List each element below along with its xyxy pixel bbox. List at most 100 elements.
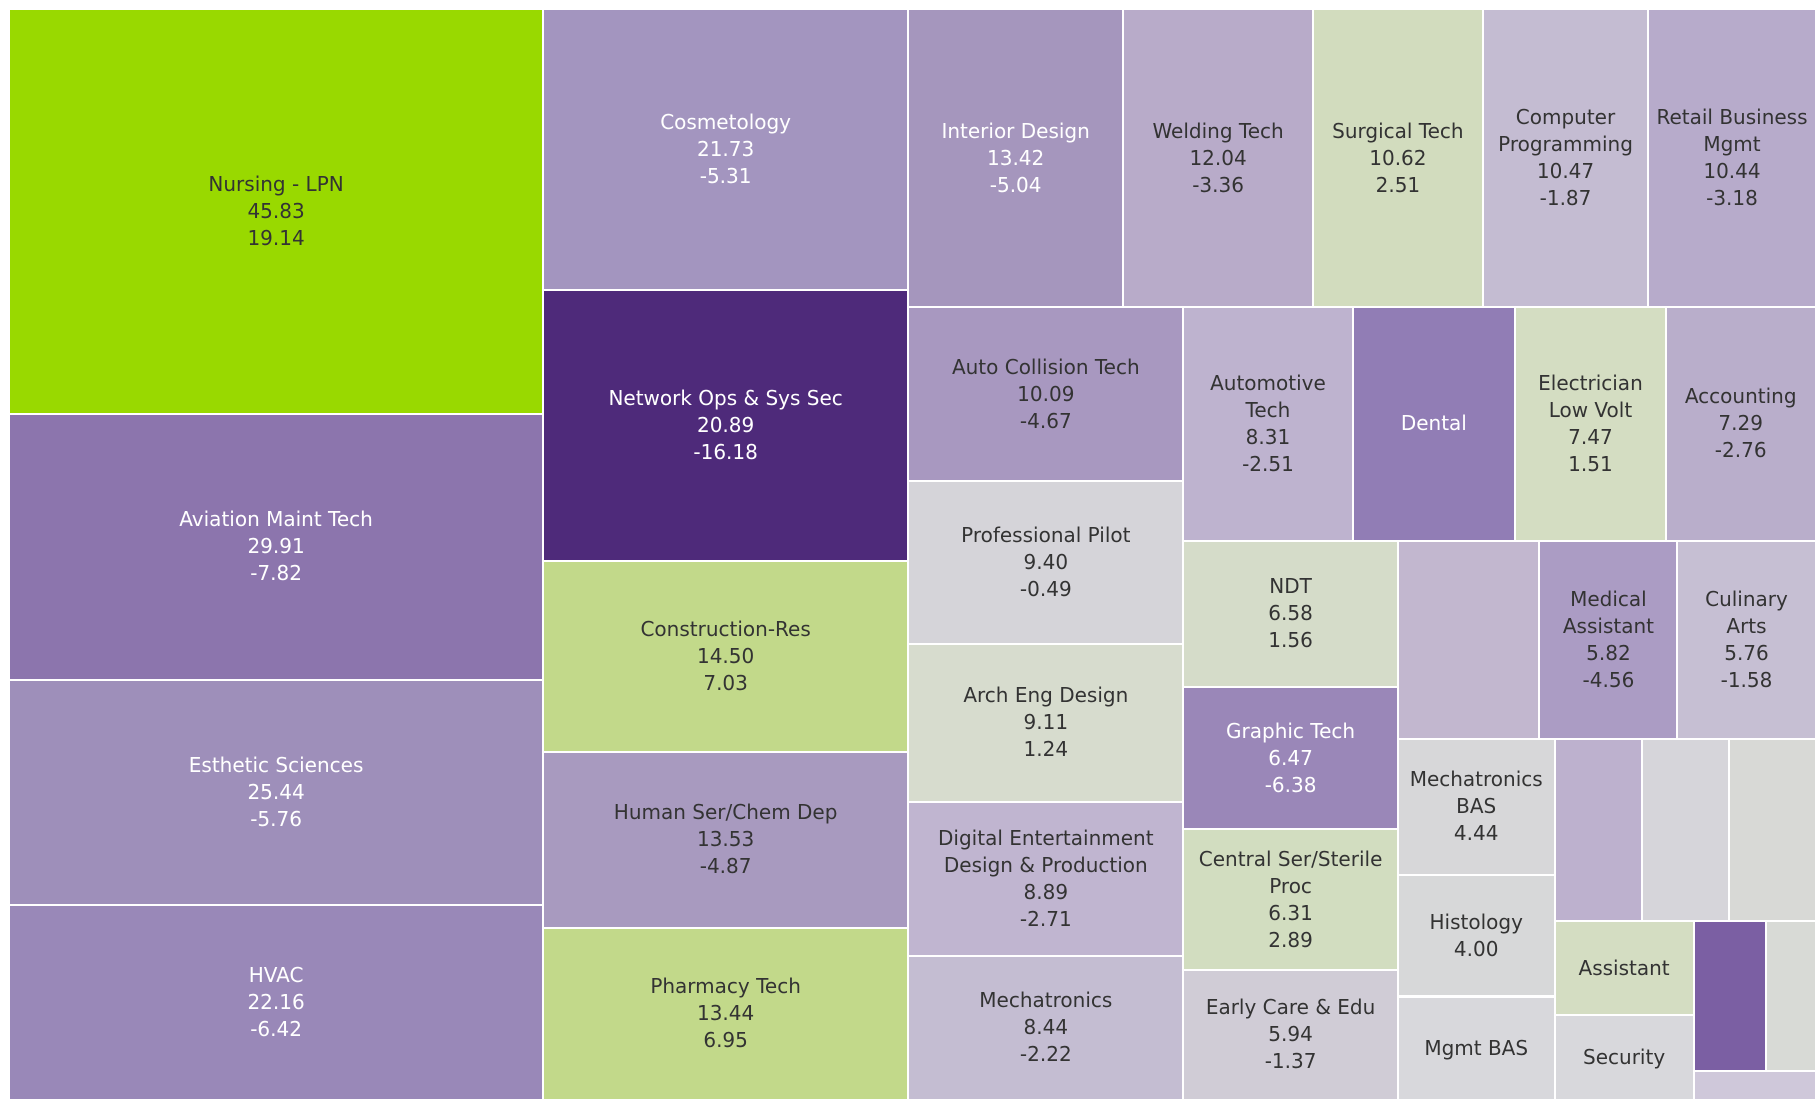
tile-name: Histology [1429,909,1523,934]
tile: Culinary Arts 5.76 -1.58 [1677,540,1816,739]
tile-name: Pharmacy Tech [650,974,801,999]
tile-value: 5.76 [1724,640,1769,665]
tile: Retail Business Mgmt 10.44 -3.18 [1648,9,1816,308]
tile-name: Professional Pilot [961,523,1131,548]
tile-name: Welding Tech [1152,118,1284,143]
tile-change: 19.14 [247,226,305,251]
tile-value: 13.53 [696,827,755,852]
tile-name: Mgmt BAS [1424,1035,1529,1060]
tile-name: NDT [1269,574,1312,599]
tile-change: 1.56 [1268,628,1313,653]
tile-change: -3.36 [1192,172,1244,197]
tile-name: Early Care & Edu [1205,995,1376,1020]
tile: Security [1554,1015,1694,1100]
tile-value: 10.44 [1703,159,1761,184]
tile: Computer Programming 10.47 -1.87 [1482,9,1649,308]
tile [1554,738,1642,922]
tile-change: 7.03 [703,671,748,696]
tile-change: -5.31 [699,164,752,189]
tile-value: 12.04 [1189,145,1247,170]
tile-value: 5.82 [1586,640,1631,665]
tile-change: -4.87 [699,854,752,879]
tile-name: Nursing - LPN [208,172,344,197]
tile-value: 10.47 [1536,159,1595,184]
tile-value: 7.29 [1718,411,1763,436]
tile-change: 2.51 [1375,172,1421,197]
tile-value: 6.58 [1268,601,1313,626]
tile-change: -6.38 [1264,772,1317,797]
tile [1693,1070,1816,1100]
tile: NDT 6.58 1.56 [1183,540,1398,687]
tile-name: Automotive Tech [1210,370,1326,422]
tile [1693,921,1766,1071]
tile-value: 13.42 [987,145,1045,170]
tile: Cosmetology 21.73 -5.31 [542,9,909,290]
tile-change: -2.51 [1242,451,1294,476]
tile-name: Esthetic Sciences [188,752,364,777]
tile-value: 22.16 [247,989,305,1014]
tile: Mgmt BAS [1397,996,1555,1100]
tile-change: 1.24 [1023,737,1069,762]
tile: Early Care & Edu 5.94 -1.37 [1183,969,1398,1100]
tile-name: Electrician Low Volt [1538,370,1643,422]
tile: Aviation Maint Tech 29.91 -7.82 [9,414,543,680]
tile: Automotive Tech 8.31 -2.51 [1183,307,1353,541]
tile-value: 13.44 [696,1001,755,1026]
tile: Graphic Tech 6.47 -6.38 [1183,686,1398,830]
tile-change: -4.56 [1582,667,1635,692]
tile-change: -0.49 [1019,577,1072,602]
tile-name: Dental [1400,411,1467,436]
tile: Central Ser/Sterile Proc 6.31 2.89 [1183,829,1398,970]
tile-value: 6.47 [1268,745,1313,770]
tile-name: Central Ser/Sterile Proc [1198,846,1383,898]
tile-name: Retail Business Mgmt [1656,105,1808,157]
tile-name: Interior Design [941,118,1090,143]
tile: Assistant [1554,921,1694,1016]
tile-name: HVAC [248,962,304,987]
tile: Human Ser/Chem Dep 13.53 -4.87 [542,751,909,929]
tile-value: 6.31 [1268,900,1313,925]
tile-name: Construction-Res [640,617,811,642]
tile-value: 10.09 [1017,381,1075,406]
tile-value: 8.31 [1245,424,1291,449]
tile-name: Aviation Maint Tech [179,507,373,532]
tile: Arch Eng Design 9.11 1.24 [908,643,1184,802]
tile-change: -1.58 [1720,667,1773,692]
tile: Esthetic Sciences 25.44 -5.76 [9,679,543,905]
tile-value: 10.62 [1369,145,1427,170]
tile-name: Culinary Arts [1705,586,1788,638]
tile: Nursing - LPN 45.83 19.14 [9,9,543,415]
tile: Accounting 7.29 -2.76 [1665,307,1816,541]
tile-value: 9.11 [1023,710,1069,735]
tile: Construction-Res 14.50 7.03 [542,561,909,752]
tile-change: -7.82 [250,561,302,586]
tile: Mechatronics BAS 4.44 [1397,738,1555,875]
tile-name: Auto Collision Tech [951,354,1140,379]
tile-name: Assistant [1578,955,1670,980]
tile-change: 6.95 [703,1028,748,1053]
tile-value: 8.89 [1023,879,1069,904]
tile-change: -1.37 [1264,1049,1317,1074]
tile-name: Network Ops & Sys Sec [608,386,843,411]
tile: HVAC 22.16 -6.42 [9,904,543,1100]
tile: Surgical Tech 10.62 2.51 [1313,9,1483,308]
tile [1765,921,1816,1071]
tile-value: 9.40 [1023,550,1069,575]
tile: Mechatronics 8.44 -2.22 [908,955,1184,1100]
tile-name: Arch Eng Design [963,683,1129,708]
tile-change: -5.04 [989,172,1042,197]
tile-change: -3.18 [1706,186,1758,211]
tile-name: Mechatronics [979,988,1113,1013]
tile: Medical Assistant 5.82 -4.56 [1539,540,1678,739]
tile: Dental [1352,307,1516,541]
tile-value: 20.89 [696,413,755,438]
tile-change: -2.71 [1019,906,1072,931]
tile-change: 2.89 [1268,927,1313,952]
tile-name: Digital Entertainment Design & Productio… [938,825,1154,877]
tile-change: -2.76 [1714,438,1767,463]
tile-value: 29.91 [247,534,305,559]
tile: Histology 4.00 [1397,874,1555,997]
tile [1397,540,1540,739]
tile-value: 45.83 [247,199,305,224]
